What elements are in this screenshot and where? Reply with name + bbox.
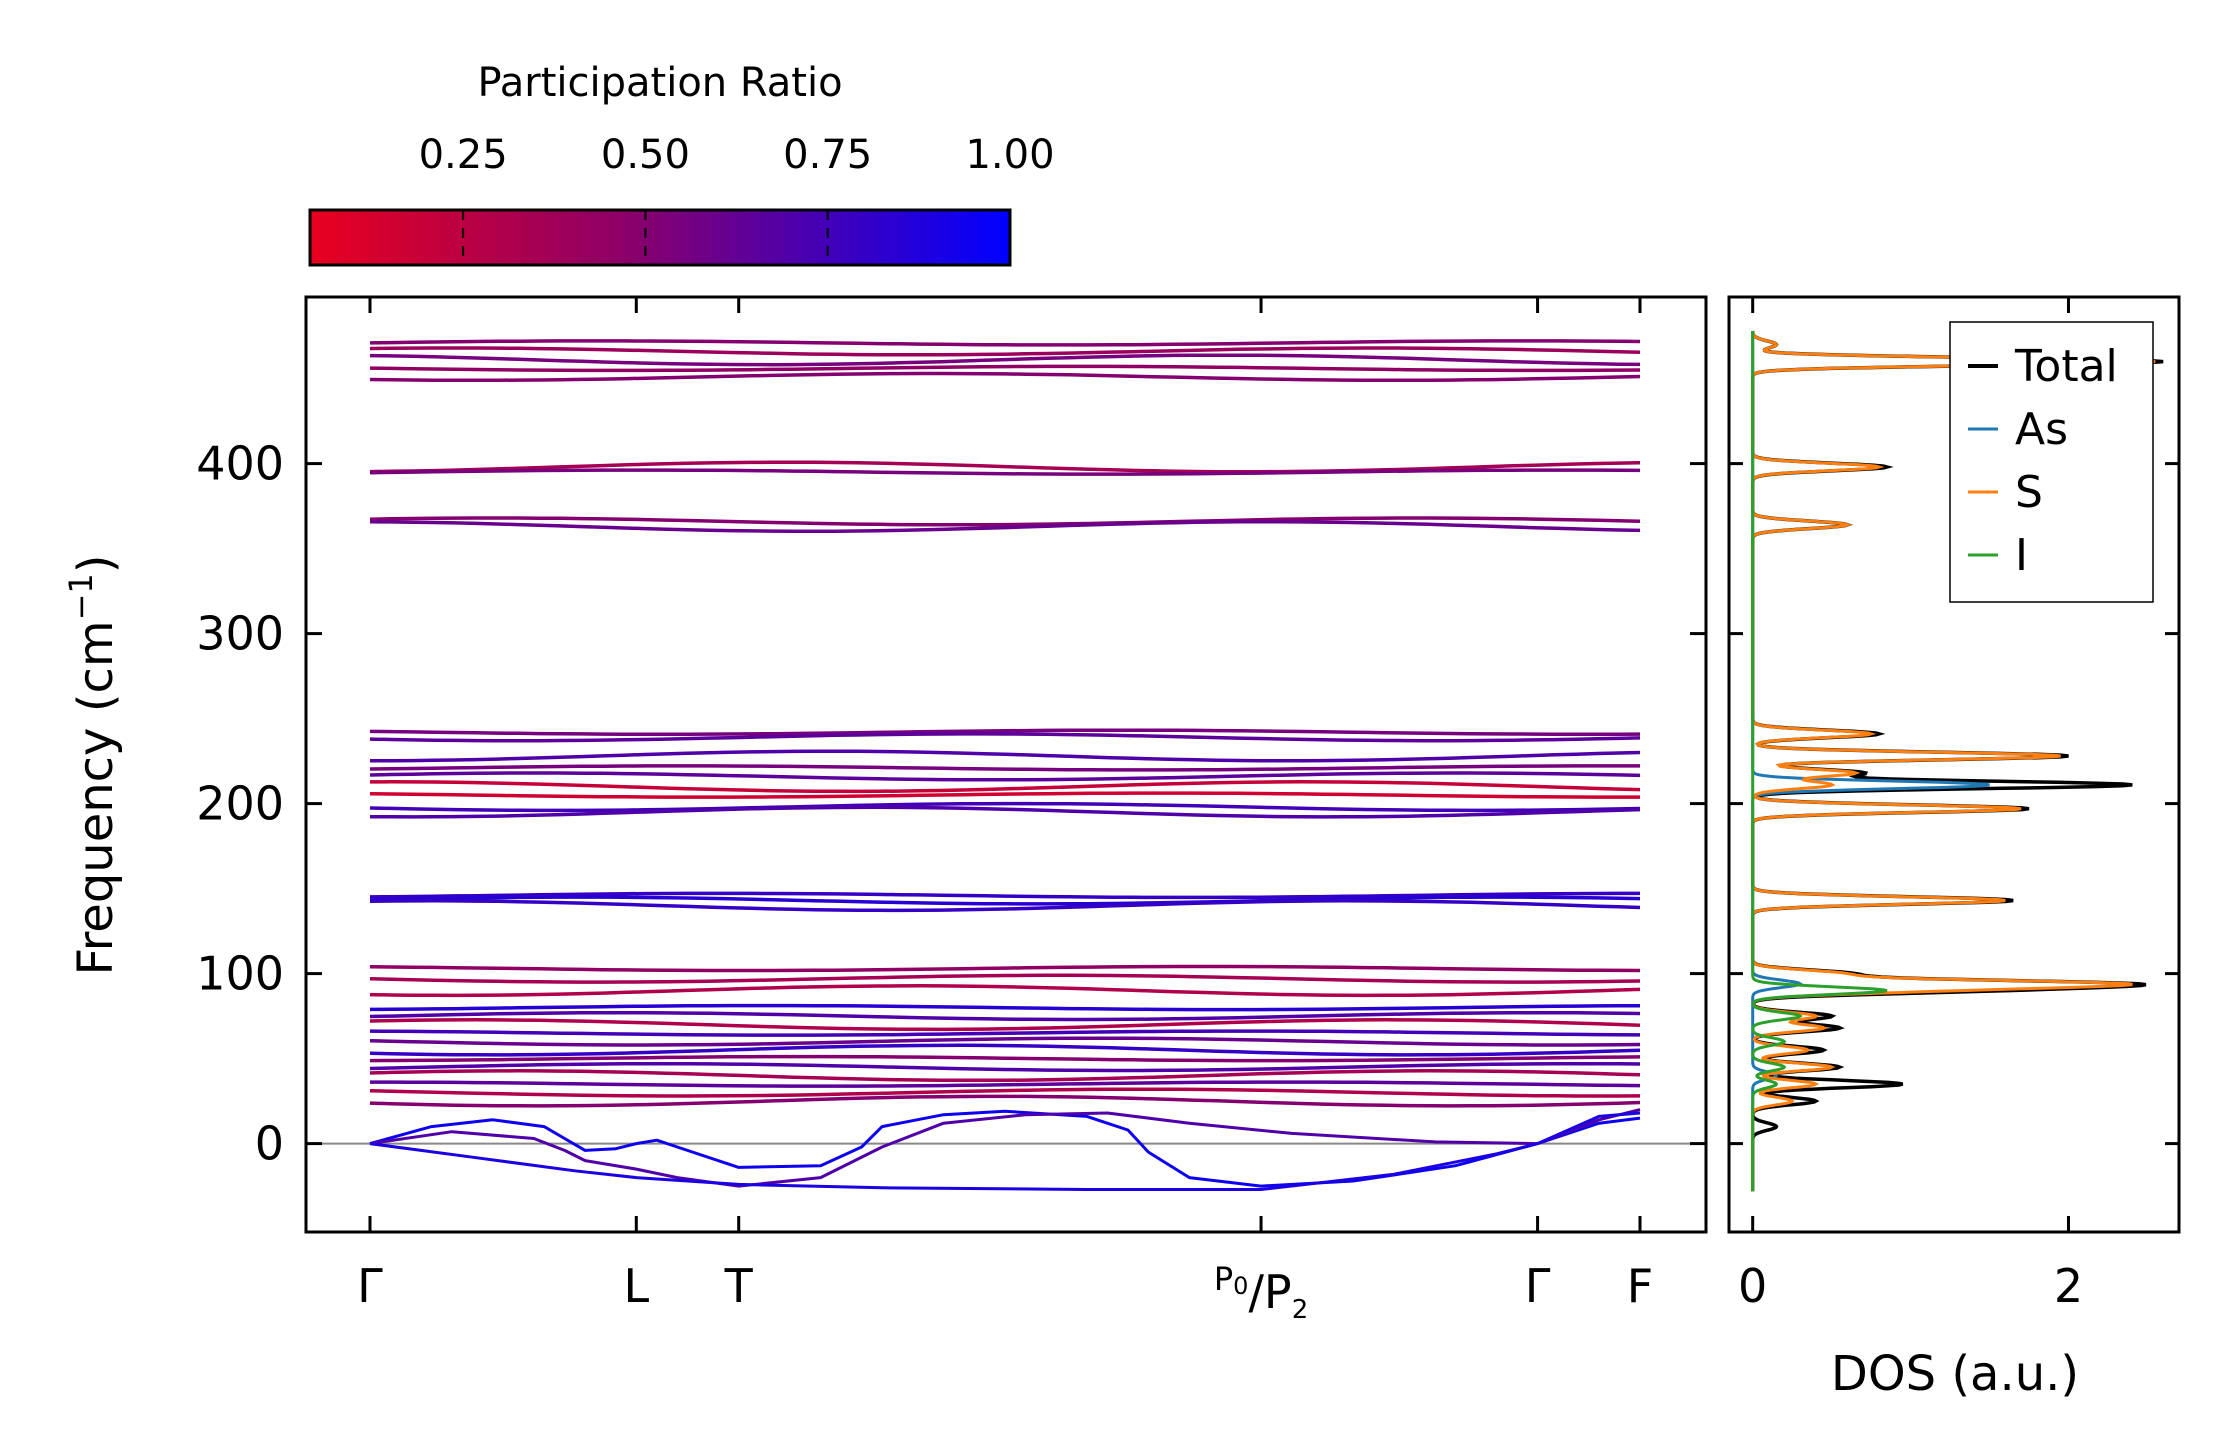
colorbar-tick-label: 0.75 — [783, 132, 872, 178]
y-axis-title: Frequency (cm−1) — [62, 554, 124, 975]
optical-band — [369, 1018, 1641, 1032]
colorbar-tick-label: 0.50 — [601, 132, 690, 178]
kpoint-label: L — [623, 1259, 649, 1313]
optical-band — [369, 749, 1641, 763]
optical-band — [369, 371, 1641, 383]
dos-x-tick-label: 2 — [2054, 1259, 2083, 1313]
optical-band — [369, 1087, 1641, 1098]
dispersion-frame — [304, 295, 1708, 1234]
optical-band — [369, 791, 1640, 799]
optical-band — [369, 1094, 1641, 1108]
y-tick-label: 100 — [196, 947, 284, 1001]
optical-band — [369, 891, 1640, 900]
dos-legend: Total As SI — [1949, 321, 2154, 603]
optical-band — [369, 973, 1641, 984]
legend-label: I — [2015, 530, 2028, 581]
optical-band — [369, 339, 1641, 347]
optical-band — [369, 516, 1641, 527]
optical-band — [369, 353, 1641, 367]
colorbar-title: Participation Ratio — [477, 60, 842, 106]
optical-band — [369, 1043, 1641, 1057]
dos-x-tick-label: 0 — [1738, 1259, 1767, 1313]
optical-band — [369, 1061, 1641, 1073]
optical-band — [369, 1069, 1641, 1083]
optical-band — [369, 1036, 1641, 1047]
y-tick-label: 400 — [196, 437, 284, 491]
kpoint-label: T — [724, 1259, 754, 1313]
colorbar-gradient — [308, 208, 1012, 267]
optical-band — [369, 1054, 1641, 1063]
kpoint-label: F — [1627, 1259, 1653, 1313]
optical-band — [369, 1010, 1641, 1022]
optical-band — [369, 984, 1641, 998]
optical-band — [369, 728, 1641, 736]
acoustic-2-branch — [369, 1108, 1641, 1188]
y-tick-label: 0 — [255, 1117, 284, 1171]
optical-band — [369, 964, 1641, 973]
kpoint-label: Γ — [357, 1259, 383, 1313]
dispersion-panel: 0 100 200 300 400 Γ L T P0/P2 Γ F Frequency (cm−1) — [62, 295, 1708, 1325]
optical-band — [369, 346, 1641, 357]
optical-band — [370, 1080, 1641, 1088]
colorbar-tick-label: 0.25 — [419, 132, 508, 178]
y-tick-label: 300 — [196, 607, 284, 661]
optical-band — [369, 732, 1641, 743]
acoustic-3-branch — [369, 1111, 1641, 1191]
optical-band — [369, 1029, 1641, 1037]
optical-band — [369, 468, 1641, 476]
colorbar-tick-label: 1.00 — [965, 132, 1054, 178]
legend-label: Total — [2014, 341, 2118, 392]
kpoint-label: Γ — [1525, 1259, 1551, 1313]
dos-i-line — [1751, 331, 1888, 1192]
legend-label: As — [2015, 404, 2068, 455]
optical-band — [369, 1003, 1641, 1012]
optical-band — [369, 460, 1641, 474]
kpoint-label: P0/P2 — [1214, 1260, 1308, 1325]
dos-s-line — [1751, 330, 2156, 1192]
optical-band — [369, 764, 1640, 772]
optical-band — [369, 519, 1641, 534]
dos-x-axis-title: DOS (a.u.) — [1831, 1346, 2079, 1402]
optical-band — [369, 801, 1641, 813]
legend-label: S — [2015, 467, 2043, 518]
optical-band — [369, 364, 1641, 373]
colorbar: Participation Ratio 0.25 0.50 0.75 1.00 — [308, 60, 1055, 267]
optical-band — [369, 805, 1641, 819]
optical-band — [369, 899, 1641, 913]
dos-panel: 0 2 DOS (a.u.) Total As SI — [1727, 295, 2181, 1402]
y-tick-label: 200 — [196, 777, 284, 831]
optical-band — [369, 895, 1641, 906]
optical-band — [369, 771, 1641, 782]
optical-band — [369, 780, 1641, 794]
dos-frame — [1727, 295, 2181, 1234]
